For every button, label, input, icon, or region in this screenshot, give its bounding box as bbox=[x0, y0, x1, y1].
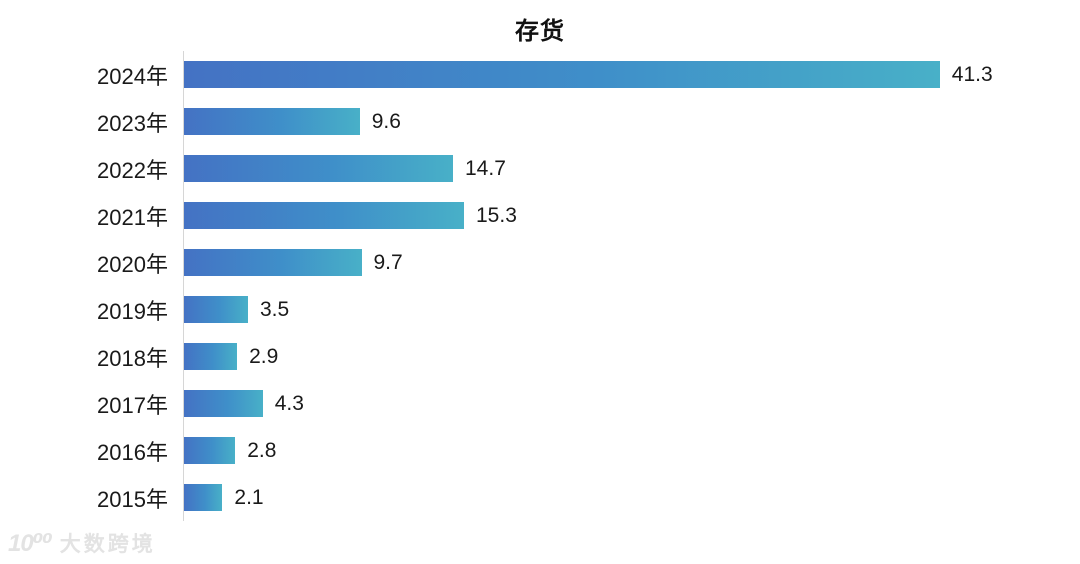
watermark: 10⁰⁰ 大数跨境 bbox=[8, 528, 156, 558]
category-label: 2015年 bbox=[97, 486, 168, 512]
category-label: 2019年 bbox=[97, 298, 168, 324]
bar-track: 9.7 bbox=[183, 239, 1080, 286]
bar-track: 2.1 bbox=[183, 474, 1080, 521]
bar bbox=[184, 202, 464, 229]
value-label: 2.1 bbox=[234, 485, 264, 509]
bar-track: 14.7 bbox=[183, 145, 1080, 192]
value-label: 15.3 bbox=[476, 203, 517, 227]
watermark-text: 大数跨境 bbox=[59, 533, 156, 556]
value-label: 9.7 bbox=[373, 250, 403, 274]
category-label: 2023年 bbox=[97, 110, 168, 136]
chart-title: 存货 bbox=[515, 18, 565, 45]
bar-row: 2018年 2.9 bbox=[0, 333, 1080, 380]
bar bbox=[184, 108, 360, 135]
bar bbox=[184, 437, 236, 464]
bar bbox=[184, 390, 263, 417]
bar-track: 2.8 bbox=[183, 427, 1080, 474]
bar bbox=[184, 296, 248, 323]
bar-track: 3.5 bbox=[183, 286, 1080, 333]
category-label: 2021年 bbox=[97, 204, 168, 230]
value-label: 4.3 bbox=[274, 391, 304, 415]
bar bbox=[184, 343, 238, 370]
bar-row: 2023年 9.6 bbox=[0, 98, 1080, 145]
plot-area: 2024年 41.3 2023年 9.6 2022年 14.7 2021年 15… bbox=[0, 51, 1080, 521]
bar-row: 2021年 15.3 bbox=[0, 192, 1080, 239]
bar-row: 2022年 14.7 bbox=[0, 145, 1080, 192]
bar-track: 2.9 bbox=[183, 333, 1080, 380]
category-label: 2020年 bbox=[97, 251, 168, 277]
value-label: 41.3 bbox=[951, 62, 993, 86]
category-label: 2017年 bbox=[97, 392, 168, 418]
category-label: 2024年 bbox=[97, 63, 168, 89]
bar-row: 2016年 2.8 bbox=[0, 427, 1080, 474]
bar bbox=[184, 61, 940, 88]
value-label: 3.5 bbox=[260, 297, 290, 321]
category-label: 2016年 bbox=[97, 439, 168, 465]
watermark-logo-icon: 10⁰⁰ bbox=[8, 529, 53, 557]
category-label: 2018年 bbox=[97, 345, 168, 371]
bar-row: 2019年 3.5 bbox=[0, 286, 1080, 333]
bar-track: 9.6 bbox=[183, 98, 1080, 145]
bar-track: 4.3 bbox=[183, 380, 1080, 427]
bar bbox=[184, 484, 223, 511]
bar-row: 2015年 2.1 bbox=[0, 474, 1080, 521]
bar bbox=[184, 155, 453, 182]
value-label: 9.6 bbox=[371, 109, 401, 133]
category-label: 2022年 bbox=[97, 157, 168, 183]
plot-rows: 2024年 41.3 2023年 9.6 2022年 14.7 2021年 15… bbox=[0, 51, 1080, 521]
bar-row: 2020年 9.7 bbox=[0, 239, 1080, 286]
bar-row: 2017年 4.3 bbox=[0, 380, 1080, 427]
bar-track: 41.3 bbox=[183, 51, 1080, 98]
value-label: 2.9 bbox=[249, 344, 279, 368]
value-label: 2.8 bbox=[247, 438, 277, 462]
bar-row: 2024年 41.3 bbox=[0, 51, 1080, 98]
value-label: 14.7 bbox=[465, 156, 506, 180]
bar bbox=[184, 249, 362, 276]
bar-track: 15.3 bbox=[183, 192, 1080, 239]
